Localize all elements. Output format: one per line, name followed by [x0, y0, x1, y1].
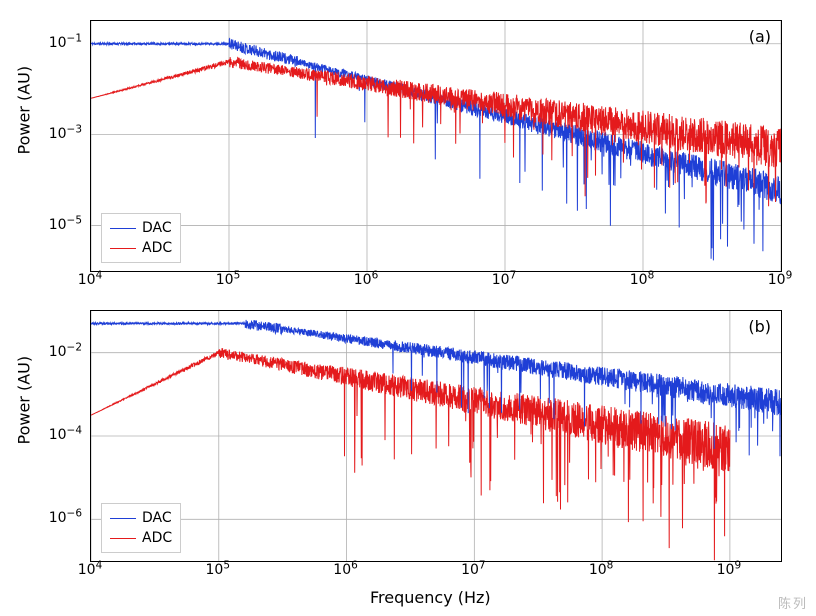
legend-b: DAC ADC	[101, 503, 181, 553]
legend-item-dac: DAC	[110, 218, 172, 238]
panel-tag-a: (a)	[749, 27, 771, 46]
yticks-a: 10−510−310−1	[0, 20, 86, 270]
panel-a: (a) DAC ADC	[90, 20, 782, 272]
xticks-a: 104105106107108109	[90, 270, 780, 300]
legend-swatch-adc-b	[110, 538, 136, 539]
legend-label-adc: ADC	[142, 240, 172, 256]
watermark: 陈列	[778, 593, 808, 612]
legend-item-adc-b: ADC	[110, 528, 172, 548]
legend-label-dac-b: DAC	[142, 510, 172, 526]
yticks-b: 10−610−410−2	[0, 310, 86, 560]
plot-canvas-b	[91, 311, 781, 561]
xlabel: Frequency (Hz)	[370, 588, 491, 607]
legend-swatch-dac	[110, 228, 136, 229]
xticks-b: 104105106107108109	[90, 560, 780, 590]
legend-label-adc-b: ADC	[142, 530, 172, 546]
legend-swatch-dac-b	[110, 518, 136, 519]
legend-item-dac-b: DAC	[110, 508, 172, 528]
legend-label-dac: DAC	[142, 220, 172, 236]
legend-swatch-adc	[110, 248, 136, 249]
figure: (a) DAC ADC 10−510−310−1 104105106107108…	[0, 0, 816, 616]
panel-b: (b) DAC ADC	[90, 310, 782, 562]
panel-tag-b: (b)	[748, 317, 771, 336]
legend-a: DAC ADC	[101, 213, 181, 263]
ylabel-a: Power (AU)	[15, 135, 34, 155]
plot-canvas-a	[91, 21, 781, 271]
legend-item-adc: ADC	[110, 238, 172, 258]
ylabel-b: Power (AU)	[15, 425, 34, 445]
